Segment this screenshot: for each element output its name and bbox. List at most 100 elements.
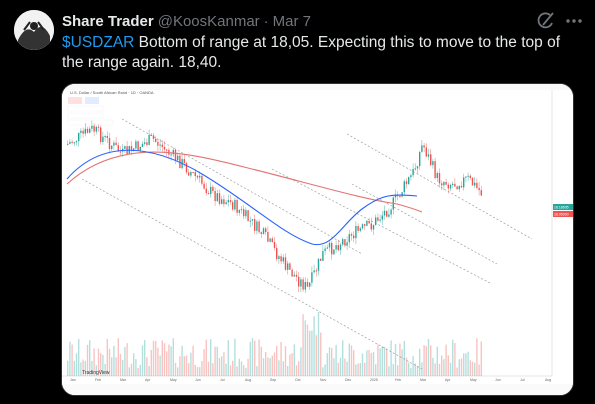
volume-bar xyxy=(265,352,267,376)
volume-bar xyxy=(108,348,111,376)
candle-body xyxy=(190,171,192,176)
candle-body xyxy=(227,200,229,203)
candle-body xyxy=(192,171,194,173)
candle-body xyxy=(383,210,386,216)
candle-body xyxy=(280,256,282,262)
candle-body xyxy=(148,134,150,145)
volume-bar xyxy=(104,364,106,376)
time-axis-label: May xyxy=(170,378,177,382)
candle-body xyxy=(306,281,309,287)
volume-bar xyxy=(212,363,214,376)
volume-bar xyxy=(452,339,454,376)
candle-body xyxy=(361,224,364,229)
candle-body xyxy=(95,126,97,132)
volume-bar xyxy=(372,352,375,376)
volume-bar xyxy=(381,346,383,376)
candle-body xyxy=(438,173,441,184)
candle-body xyxy=(346,242,348,246)
volume-bar xyxy=(71,344,73,376)
avatar[interactable] xyxy=(14,10,54,50)
candle-body xyxy=(201,175,203,184)
candle-body xyxy=(350,234,353,236)
volume-bar xyxy=(302,314,304,376)
volume-bar xyxy=(163,343,166,376)
more-dots-icon[interactable] xyxy=(564,11,584,31)
candle-body xyxy=(416,166,419,169)
candle-body xyxy=(476,182,478,188)
candle-body xyxy=(225,202,227,205)
volume-bar xyxy=(438,363,441,376)
tweet-header: Share Trader @KoosKanmar · Mar 7 xyxy=(62,11,311,31)
time-axis-label: Jul xyxy=(220,378,225,382)
candle-body xyxy=(282,257,284,262)
candle-body xyxy=(333,249,335,255)
candle-body xyxy=(254,219,256,231)
candle-body xyxy=(298,276,300,287)
volume-bar xyxy=(278,360,280,376)
display-name[interactable]: Share Trader xyxy=(62,12,154,30)
candle-body xyxy=(115,142,117,146)
candle-body xyxy=(75,141,78,143)
volume-bar xyxy=(315,335,317,376)
candle-body xyxy=(289,263,291,270)
volume-bar xyxy=(227,340,229,376)
candle-body xyxy=(449,184,452,189)
candle-body xyxy=(232,202,234,210)
volume-bar xyxy=(135,359,137,376)
candle-body xyxy=(447,184,449,189)
volume-bar xyxy=(328,347,331,376)
candle-body xyxy=(353,235,355,239)
candle-body xyxy=(452,183,454,185)
time-axis-label: Feb xyxy=(395,378,401,382)
post-date[interactable]: Mar 7 xyxy=(272,12,312,30)
volume-bar xyxy=(141,345,144,376)
candle-body xyxy=(196,175,199,178)
volume-bar xyxy=(100,353,102,376)
candle-body xyxy=(243,209,245,217)
time-axis-label: Jul xyxy=(520,378,525,382)
volume-bar xyxy=(124,347,126,376)
volume-bar xyxy=(225,363,227,376)
volume-bar xyxy=(465,353,467,376)
volume-bar xyxy=(238,358,240,376)
separator: · xyxy=(263,12,269,30)
volume-bar xyxy=(113,345,115,376)
volume-bar xyxy=(148,365,150,376)
cashtag-link[interactable]: $USDZAR xyxy=(62,34,135,51)
user-handle[interactable]: @KoosKanmar xyxy=(157,12,260,30)
volume-bar xyxy=(348,343,350,376)
candle-body xyxy=(86,128,89,133)
volume-bar xyxy=(287,365,289,376)
volume-bar xyxy=(280,342,282,376)
volume-bar xyxy=(126,343,128,376)
candle-body xyxy=(130,146,133,151)
volume-bar xyxy=(421,362,423,376)
tweet-text: $USDZAR Bottom of range at 18,05. Expect… xyxy=(62,33,582,73)
volume-bar xyxy=(89,340,91,376)
candle-body xyxy=(408,177,410,185)
volume-bar xyxy=(357,363,359,376)
volume-bar xyxy=(445,344,447,376)
volume-bar xyxy=(337,362,339,376)
candle-body xyxy=(212,186,214,191)
candle-body xyxy=(234,199,236,210)
volume-bar xyxy=(256,366,258,376)
chart-image[interactable]: U.S. Dollar / South African Rand · 1D · … xyxy=(61,83,574,396)
volume-bar xyxy=(359,363,361,376)
candle-body xyxy=(249,220,251,222)
candle-body xyxy=(399,196,401,198)
volume-bar xyxy=(430,345,432,376)
volume-bar xyxy=(269,358,271,376)
volume-bar xyxy=(201,361,203,376)
candle-body xyxy=(377,217,379,221)
candle-body xyxy=(355,226,357,239)
candle-body xyxy=(155,138,157,142)
candle-body xyxy=(223,199,225,205)
candle-body xyxy=(170,154,172,156)
candle-body xyxy=(159,144,161,146)
candle-body xyxy=(91,125,93,129)
grok-icon[interactable] xyxy=(536,11,556,31)
volume-bar xyxy=(133,353,135,376)
candle-body xyxy=(478,187,480,191)
candle-body xyxy=(102,136,104,143)
